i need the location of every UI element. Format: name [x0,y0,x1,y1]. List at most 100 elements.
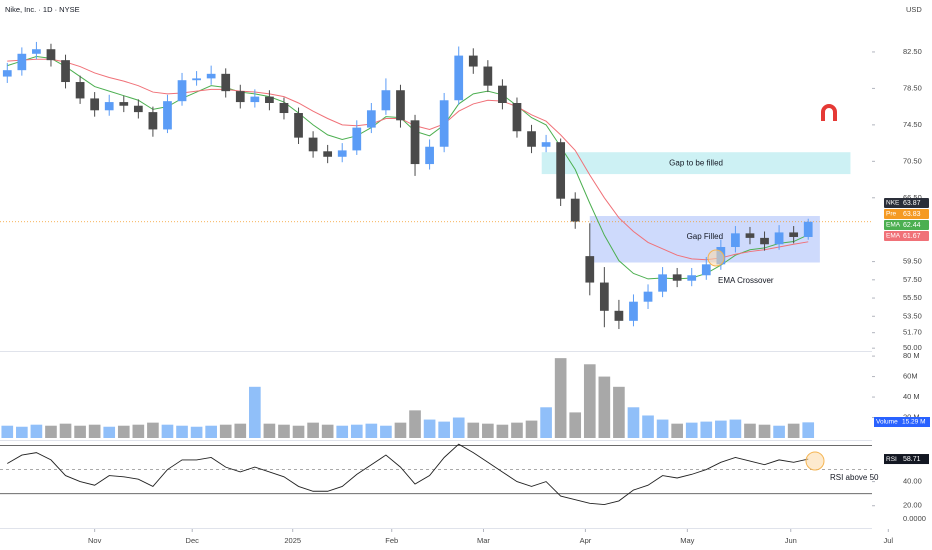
price-tag [884,231,929,241]
volume-bar [773,425,785,438]
candle-body [512,102,522,132]
candle-body [2,70,12,77]
volume-bar [438,421,450,438]
volume-bar [627,407,640,438]
candle-body [643,291,653,302]
annotation: RSI above 50 [830,473,879,482]
x-tick-label: Jun [785,536,797,545]
candle-body [294,113,303,138]
candle-body [192,78,201,81]
y-tick-label: 55.50 [903,293,922,302]
volume-bar [598,376,611,438]
volume-bar [744,423,756,438]
candle-body [687,275,697,281]
x-tick-label: Jul [884,536,894,545]
y-tick-label: 51.70 [903,328,922,337]
y-tick-label: 70.50 [903,156,922,165]
volume-bar [729,419,742,438]
candle-body [17,53,27,71]
y-tick-label: 50.00 [903,343,922,352]
volume-bar [263,423,276,438]
volume-bar [656,419,669,438]
candle-body [760,237,769,245]
y-tick-label: 78.50 [903,83,922,92]
volume-bar [292,425,305,438]
candle-body [585,256,595,283]
candle-body [658,274,667,292]
y-tick-label: 74.50 [903,120,922,129]
magnet-icon [821,104,837,121]
volume-bar [613,386,625,438]
price-tag-value: 62.44 [903,222,921,229]
volume-bar [525,420,538,438]
price-tag [884,209,929,219]
price-tag-value: 63.83 [903,211,921,218]
candle-body [774,232,784,245]
volume-bar [234,423,247,438]
x-tick-label: Feb [385,536,398,545]
candle-body [250,96,260,103]
volume-bar [117,425,130,438]
candle-body [75,82,85,99]
volume-bar [569,412,582,438]
volume-bar [307,422,319,438]
axis-layer: 82.50 78.50 74.50 70.50 66.50 59.50 57.50 55.50… [88,0,932,550]
magnet-shape [821,104,837,121]
volume-bar [409,410,421,438]
annotation: EMA Crossover [718,276,774,285]
volume-bar [132,424,145,438]
candle-body [556,142,566,199]
volume-tag-value: 15.29 M [902,419,926,426]
y-tick-label: 59.50 [903,257,922,266]
candle-body [745,233,755,238]
rsi-tag [884,454,929,465]
volume-bar [45,425,57,438]
y-tick-label: 40 M [903,392,920,401]
candle-body [46,49,56,61]
price-tag [884,220,929,230]
candle-body [483,66,493,86]
candle-body [599,282,609,311]
candle-body [629,301,638,321]
volume-bar [715,420,727,438]
volume-bar [103,426,116,438]
rsi-tag-name: RSI [886,456,897,463]
volume-bar [452,417,465,438]
volume-bar [365,423,378,438]
candle-body [454,55,464,101]
ema-line [7,58,809,261]
price-tag-name: Pre [886,211,897,218]
candle-body [279,102,289,114]
candle-body [206,73,216,79]
data-layer: Gap to be filled Gap Filled [0,41,872,505]
currency: USD [906,5,922,14]
y-tick-label: 82.50 [903,47,922,56]
price-tag-value: 61.67 [903,233,921,240]
candle-body [803,221,813,237]
x-tick-label: Apr [580,536,592,545]
candle-body [789,232,799,237]
volume-bar [59,423,72,438]
candle-body [119,102,129,106]
candle-body [701,264,711,276]
volume-bar [336,425,349,438]
highlight-circle [707,249,725,267]
zone-label: Gap Filled [687,232,723,241]
candle-body [410,120,420,165]
rsi-tag-value: 58.71 [903,456,921,463]
candle-body [527,131,536,147]
chart-title: Nike, Inc. · 1D · NYSE [5,5,80,14]
candle-body [672,274,682,281]
x-tick-label: May [680,536,694,545]
volume-bar [88,424,101,438]
candle-body [396,90,405,121]
y-tick-label: 80 M [903,351,920,360]
volume-bar [190,426,203,438]
volume-bar [350,424,363,438]
candle-body [133,105,143,113]
candle-body [308,137,318,152]
price-tag [884,198,929,208]
volume-bar [787,423,800,438]
